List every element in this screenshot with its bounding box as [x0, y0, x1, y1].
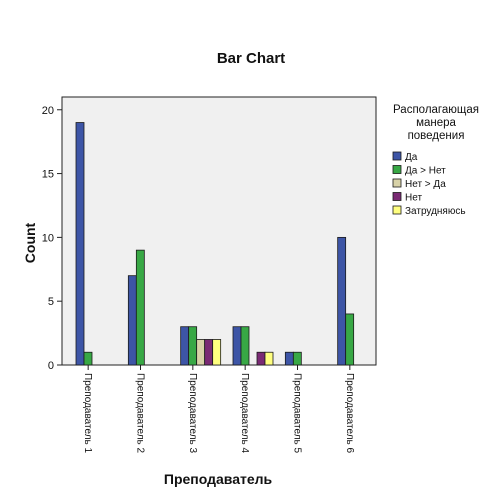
legend-swatch	[392, 165, 402, 174]
y-tick-label: 15	[42, 169, 54, 181]
x-axis-title: Преподаватель	[164, 471, 273, 487]
x-tick-label: Преподаватель 4	[239, 373, 250, 454]
legend-title-line: поведения	[408, 130, 465, 142]
y-tick-label: 10	[42, 232, 54, 244]
x-tick-label: Преподаватель 2	[135, 373, 146, 454]
bar	[337, 236, 347, 366]
bar	[240, 326, 250, 366]
bar	[345, 313, 355, 366]
bar	[292, 351, 302, 366]
legend-title-line: манера	[416, 117, 456, 129]
legend-title-line: Располагающая	[393, 104, 479, 116]
legend-label: Нет	[405, 193, 422, 204]
y-axis: 0 5 10 15 20	[42, 105, 62, 372]
x-tick-label: Преподаватель 6	[344, 373, 355, 454]
bar	[196, 339, 206, 366]
legend-label: Нет > Да	[405, 179, 446, 190]
y-tick-label: 0	[48, 360, 54, 372]
y-axis-title: Count	[22, 222, 38, 263]
x-tick-label: Преподаватель 3	[187, 373, 198, 454]
legend-swatch	[392, 178, 402, 188]
legend-swatch	[392, 151, 402, 161]
legend-swatch	[392, 205, 402, 215]
y-tick-label: 20	[42, 105, 54, 117]
y-tick-label: 5	[48, 296, 54, 308]
legend-label: Да > Нет	[405, 166, 446, 177]
bar	[83, 351, 93, 366]
bar	[75, 122, 85, 366]
bars-group	[75, 122, 355, 366]
legend-label: Да	[405, 152, 418, 163]
bar	[188, 326, 198, 366]
bar	[264, 351, 274, 366]
chart-title: Bar Chart	[217, 50, 285, 67]
bar	[135, 249, 145, 366]
bar	[232, 326, 242, 366]
bar	[180, 326, 190, 366]
bar	[127, 275, 137, 366]
legend-swatch	[392, 192, 402, 201]
bar	[284, 351, 294, 366]
plot-area	[61, 96, 377, 366]
bar	[256, 351, 266, 366]
bar	[212, 339, 222, 366]
x-tick-label: Преподаватель 1	[82, 373, 93, 454]
x-axis: Преподаватель 1 Преподаватель 2 Преподават…	[82, 365, 355, 454]
x-tick-label: Преподаватель 5	[292, 373, 303, 454]
bar	[204, 339, 214, 366]
legend-label: Затрудняюсь	[405, 206, 466, 217]
